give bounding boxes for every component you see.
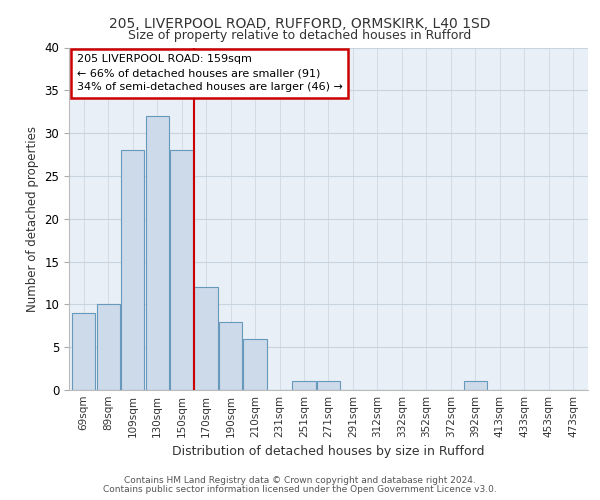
Text: 205, LIVERPOOL ROAD, RUFFORD, ORMSKIRK, L40 1SD: 205, LIVERPOOL ROAD, RUFFORD, ORMSKIRK, …: [109, 18, 491, 32]
Bar: [317, 382, 340, 390]
Bar: [170, 150, 193, 390]
Bar: [244, 338, 266, 390]
Bar: [72, 313, 95, 390]
Text: Contains public sector information licensed under the Open Government Licence v3: Contains public sector information licen…: [103, 484, 497, 494]
Bar: [146, 116, 169, 390]
Text: Size of property relative to detached houses in Rufford: Size of property relative to detached ho…: [128, 29, 472, 42]
Text: Contains HM Land Registry data © Crown copyright and database right 2024.: Contains HM Land Registry data © Crown c…: [124, 476, 476, 485]
Bar: [121, 150, 144, 390]
Bar: [464, 382, 487, 390]
Bar: [219, 322, 242, 390]
Bar: [194, 287, 218, 390]
Y-axis label: Number of detached properties: Number of detached properties: [26, 126, 39, 312]
Text: 205 LIVERPOOL ROAD: 159sqm
← 66% of detached houses are smaller (91)
34% of semi: 205 LIVERPOOL ROAD: 159sqm ← 66% of deta…: [77, 54, 343, 92]
X-axis label: Distribution of detached houses by size in Rufford: Distribution of detached houses by size …: [172, 446, 485, 458]
Bar: [97, 304, 120, 390]
Bar: [292, 382, 316, 390]
